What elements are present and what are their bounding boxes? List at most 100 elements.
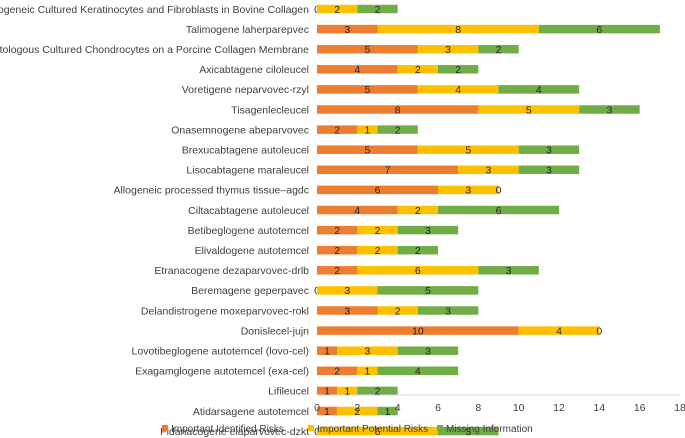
data-label: 4 [556,325,562,337]
bar-segment [377,125,418,134]
bar-segment [377,366,459,376]
data-label: 2 [354,406,360,418]
x-tick-label: 0 [314,402,320,414]
data-label: 2 [375,4,381,16]
data-label: 3 [425,346,431,358]
data-label: 3 [465,185,471,197]
x-tick-label: 8 [475,402,481,414]
bar-segment [317,65,398,74]
bar-segment [317,185,438,195]
bar-segment [397,205,438,215]
bar-segment [478,266,539,275]
legend-entry: Missing Information [446,424,533,435]
bar-segment [417,85,499,94]
data-label: 2 [334,124,340,136]
category-label: Ciltacabtagene autoleucel [188,205,309,217]
data-label: 2 [415,245,421,257]
bar-segment [337,346,398,355]
x-tick-label: 2 [354,402,360,414]
bar-segment [518,145,580,154]
bar-segment [478,44,519,54]
data-label: 1 [324,346,330,358]
bar-segment [357,4,398,14]
bar-segment [317,386,338,396]
data-label: 4 [455,84,461,96]
data-label: 3 [485,165,491,177]
bar-segment [337,386,358,396]
bar-segment [317,4,358,14]
bar-segment [579,105,640,114]
data-label: 4 [354,64,360,76]
data-label: 2 [455,64,461,76]
data-label: 1 [324,406,330,418]
bar-segment [317,266,358,275]
data-label: 0 [596,325,602,337]
bar-segment [397,225,459,235]
x-tick-label: 6 [435,402,441,414]
category-label: Delandistrogene moxeparvovec-rokl [141,305,309,317]
bar-segment [317,245,358,255]
category-label: Betibeglogene autotemcel [188,225,309,237]
data-label: 2 [496,44,502,56]
bar-segment [317,426,438,436]
data-label: 3 [425,225,431,237]
bar-segment [317,105,479,114]
bar-segment [478,105,580,114]
data-label: 8 [455,24,461,36]
data-label: 2 [334,4,340,16]
bar-segment [317,125,358,134]
data-label: 3 [606,104,612,116]
category-label: Axicabtagene ciloleucel [199,64,309,76]
data-label: 3 [344,285,350,297]
bar-segment [438,205,559,215]
data-label: 5 [364,44,370,56]
legend-swatch [437,425,443,431]
data-label: 2 [334,265,340,277]
data-label: 7 [385,165,391,177]
data-label: 4 [536,84,542,96]
data-label: 6 [496,205,502,217]
data-label: 3 [344,24,350,36]
data-label: 8 [395,104,401,116]
category-label: Elivaldogene autotemcel [195,245,309,257]
x-tick-label: 12 [553,402,565,414]
bar-segment [317,406,338,416]
data-label: 1 [364,124,370,136]
data-label: 6 [415,265,421,277]
data-label: 6 [596,24,602,36]
category-label: Lisocabtagene maraleucel [186,165,309,177]
category-label: Beremagene geperpavec [191,285,309,297]
legend-entry: Important Potential Risks [317,424,428,435]
bar-segment [518,326,600,335]
legend-swatch [162,425,168,431]
bar-segment [317,306,378,315]
category-label: Exagamglogene autotemcel (exa-cel) [135,366,309,378]
data-label: 10 [412,325,424,337]
bar-segment [357,125,378,134]
bar-segment [317,326,519,335]
bar-segment [357,386,398,396]
bar-segment [337,406,378,416]
data-label: 1 [364,366,370,378]
bar-segment [417,44,479,54]
category-label: Tisagenlecleucel [231,104,309,116]
bar-segment [438,185,499,195]
bar-segment [357,266,479,275]
bar-segment [357,225,398,235]
bar-segment [357,366,378,376]
data-label: 5 [425,285,431,297]
data-label: 2 [334,245,340,257]
category-label: Allogeneic processed thymus tissue–agdc [113,185,309,197]
data-label: 2 [375,225,381,237]
data-label: 1 [385,406,391,418]
category-label: Voretigene neparvovec-rzyl [182,84,309,96]
data-label: 2 [375,386,381,398]
bar-segment [377,286,479,295]
bar-segment [377,24,539,34]
bar-segment [438,65,479,74]
category-label: Talimogene laherparepvec [186,24,309,36]
bar-segment [458,165,519,175]
data-label: 6 [375,426,381,438]
data-label: 5 [364,145,370,157]
